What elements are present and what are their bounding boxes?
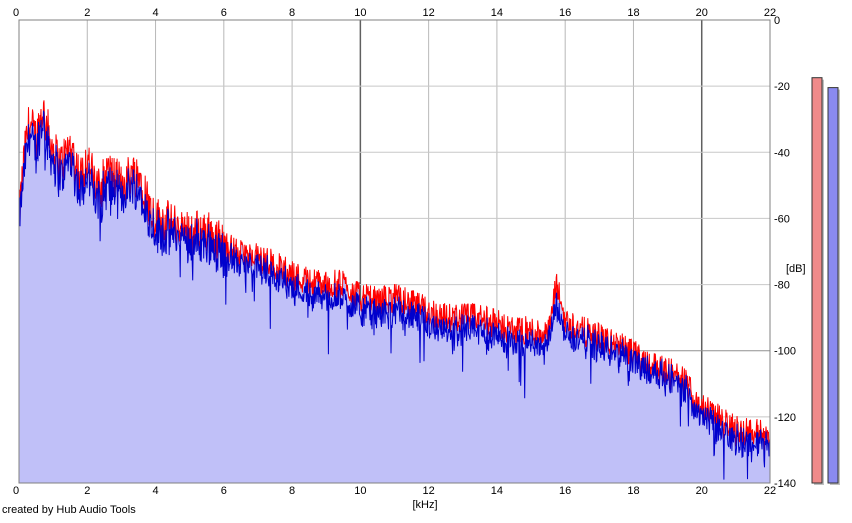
x-tick-label-bottom: 10 [354, 485, 366, 497]
y-tick-label: -40 [774, 147, 790, 159]
x-tick-label-bottom: 16 [559, 485, 571, 497]
x-tick-label-bottom: 6 [221, 485, 227, 497]
level-meter-channel-2 [827, 87, 839, 484]
x-axis-bottom: 0 2 4 6 8 10 12 14 16 18 20 22 [13, 485, 776, 497]
x-tick-label-top: 8 [289, 7, 295, 19]
y-axis-right: 0 -20 -40 -60 -80 -100 -120 -140 [774, 15, 796, 490]
x-tick-label-bottom: 2 [84, 485, 90, 497]
credit-text: created by Hub Audio Tools [2, 504, 136, 516]
x-tick-label-bottom: 22 [764, 485, 776, 497]
x-tick-label-top: 10 [354, 7, 366, 19]
x-tick-label-bottom: 0 [13, 485, 19, 497]
x-tick-label-bottom: 4 [152, 485, 158, 497]
spectrum-line-channel-2 [18, 110, 771, 480]
x-tick-label-bottom: 12 [423, 485, 435, 497]
y-tick-label: -80 [774, 280, 790, 292]
x-tick-label-top: 4 [152, 7, 158, 19]
level-meters [811, 77, 840, 485]
x-tick-label-bottom: 18 [627, 485, 639, 497]
y-tick-label: -140 [774, 478, 796, 490]
y-tick-label: -120 [774, 412, 796, 424]
level-meter-channel-1 [811, 77, 823, 484]
y-tick-label: 0 [774, 15, 780, 27]
y-tick-label: -100 [774, 346, 796, 358]
x-tick-label-top: 16 [559, 7, 571, 19]
y-tick-label: -20 [774, 81, 790, 93]
x-tick-label-top: 14 [491, 7, 503, 19]
x-tick-label-bottom: 8 [289, 485, 295, 497]
x-tick-label-top: 0 [13, 7, 19, 19]
y-axis-label: [dB] [786, 263, 806, 275]
x-tick-label-bottom: 20 [696, 485, 708, 497]
plot-frame [18, 19, 771, 484]
x-tick-label-top: 2 [84, 7, 90, 19]
y-tick-label: -60 [774, 213, 790, 225]
x-tick-label-top: 18 [627, 7, 639, 19]
x-axis-label: [kHz] [412, 499, 437, 511]
x-tick-label-top: 22 [764, 7, 776, 19]
x-tick-label-bottom: 14 [491, 485, 503, 497]
x-tick-label-top: 12 [423, 7, 435, 19]
x-tick-label-top: 20 [696, 7, 708, 19]
x-axis-top: 0 2 4 6 8 10 12 14 16 18 20 22 [13, 7, 776, 19]
x-tick-label-top: 6 [221, 7, 227, 19]
